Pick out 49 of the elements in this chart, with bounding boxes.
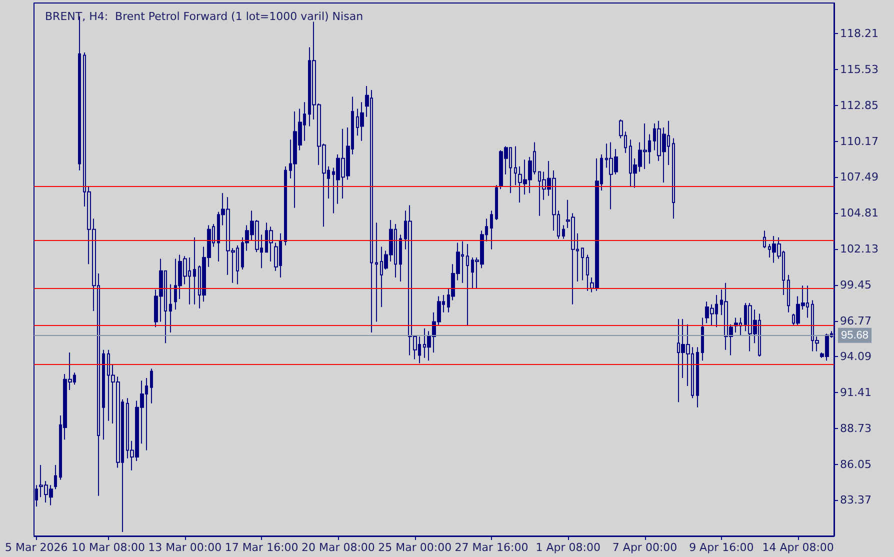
candlestick [495,184,498,220]
candlestick [490,210,493,250]
candlestick [54,464,57,490]
text: BRENT, H4: Brent Petrol Forward (1 lot=1000 varil) Nisan [45,10,364,23]
x-tick-label: 20 Mar 08:00 [301,541,375,554]
ref-line-label: 95.68 [841,329,869,342]
candlestick [581,248,584,281]
candlestick [696,346,699,408]
candlestick [284,166,287,246]
x-tick-label: 14 Apr 08:00 [762,541,834,554]
x-tick-label: 1 Apr 08:00 [536,541,600,554]
x-tick-label: 5 Mar 2026 [5,541,68,554]
candlestick [193,236,196,305]
candlestick [466,244,469,326]
candlestick [787,274,790,313]
x-tick-label: 7 Apr 00:00 [612,541,678,554]
candlestick [169,284,172,333]
x-tick-label: 13 Mar 00:00 [148,541,222,554]
y-tick-label: 83.37 [840,494,872,507]
x-tick-label: 27 Mar 16:00 [454,541,528,554]
candlestick [102,349,105,440]
y-tick-label: 104.81 [840,206,878,220]
y-tick-label: 96.77 [840,314,872,328]
x-tick-label: 10 Mar 08:00 [72,541,145,554]
candlestick [150,368,153,404]
candlestick [269,226,273,262]
candlestick [562,224,565,240]
x-tick-label: 9 Apr 16:00 [689,541,754,554]
y-tick-label: 115.53 [840,63,878,76]
candlestick [672,138,675,220]
y-tick-label: 112.85 [840,98,878,112]
y-tick-label: 86.05 [840,458,872,471]
x-tick-label: 17 Mar 16:00 [224,541,298,554]
y-tick-label: 91.41 [840,386,872,400]
candlestick [375,222,378,322]
y-tick-label: 88.73 [840,422,872,435]
y-tick-label: 94.09 [840,350,872,364]
candlestick [586,254,589,292]
candlestick [360,102,364,142]
y-tick-label: 118.21 [840,27,878,40]
candlestick [763,230,766,249]
candlestick [399,234,402,282]
y-tick-label: 102.13 [840,242,878,256]
x-tick-label: 25 Mar 00:00 [378,541,452,554]
y-tick-label: 107.49 [840,170,878,184]
candlestick [701,317,704,362]
y-tick-label: 110.17 [840,134,878,148]
candlestick [514,146,517,186]
y-tick-label: 99.45 [840,278,872,292]
